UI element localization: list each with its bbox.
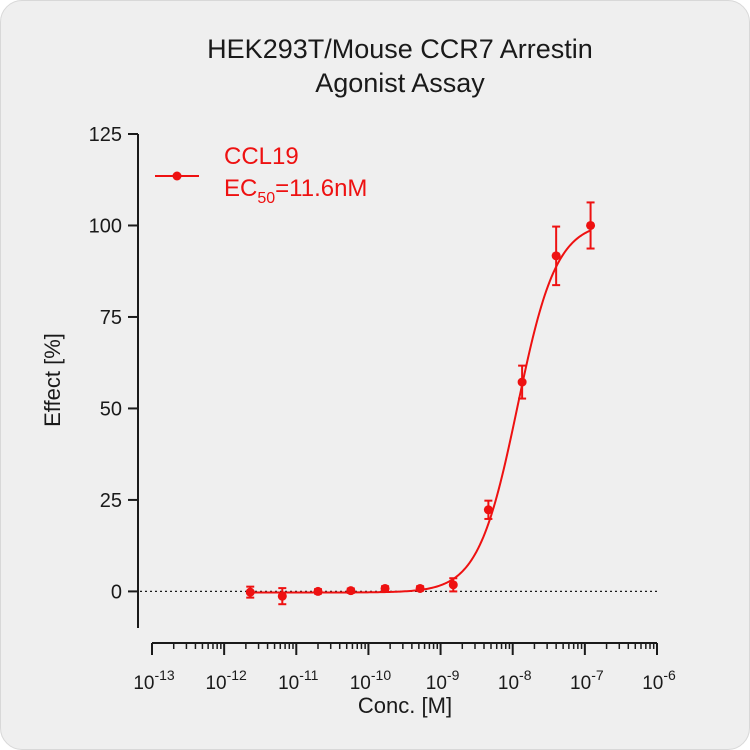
y-tick-label: 100 [89, 215, 122, 237]
x-tick-label: 10-13 [133, 667, 175, 694]
data-point [448, 580, 458, 590]
x-tick-label: 10-7 [570, 667, 604, 694]
y-tick-label: 50 [100, 398, 122, 420]
data-point [483, 505, 493, 515]
legend: CCL19 EC50=11.6nM [155, 143, 367, 207]
x-tick-label: 10-9 [426, 667, 460, 694]
y-tick-label: 25 [100, 490, 122, 512]
fit-curve [250, 229, 591, 594]
legend-marker [172, 171, 182, 181]
data-point [586, 220, 596, 230]
y-tick-label: 125 [89, 124, 122, 146]
y-tick-label: 75 [100, 307, 122, 329]
x-axis-label: Conc. [M] [358, 693, 452, 718]
data-point [245, 587, 255, 597]
data-point [415, 583, 425, 593]
legend-series-name: CCL19 [224, 143, 299, 170]
x-tick-label: 10-8 [498, 667, 532, 694]
data-point [380, 583, 390, 593]
x-tick-label: 10-11 [278, 667, 319, 694]
data-point [517, 377, 527, 387]
data-point [346, 586, 356, 596]
y-tick-label: 0 [111, 581, 122, 603]
x-tick-label: 10-10 [350, 667, 392, 694]
x-tick-label: 10-6 [642, 667, 676, 694]
data-point [277, 591, 287, 601]
legend-ec50: EC50=11.6nM [224, 175, 367, 207]
y-axis-label: Effect [%] [40, 333, 65, 427]
data-point [313, 586, 323, 596]
chart-title-line1: HEK293T/Mouse CCR7 Arrestin [207, 34, 593, 64]
chart-title-line2: Agonist Assay [315, 68, 485, 98]
x-tick-label: 10-12 [205, 667, 247, 694]
data-point [551, 251, 561, 261]
